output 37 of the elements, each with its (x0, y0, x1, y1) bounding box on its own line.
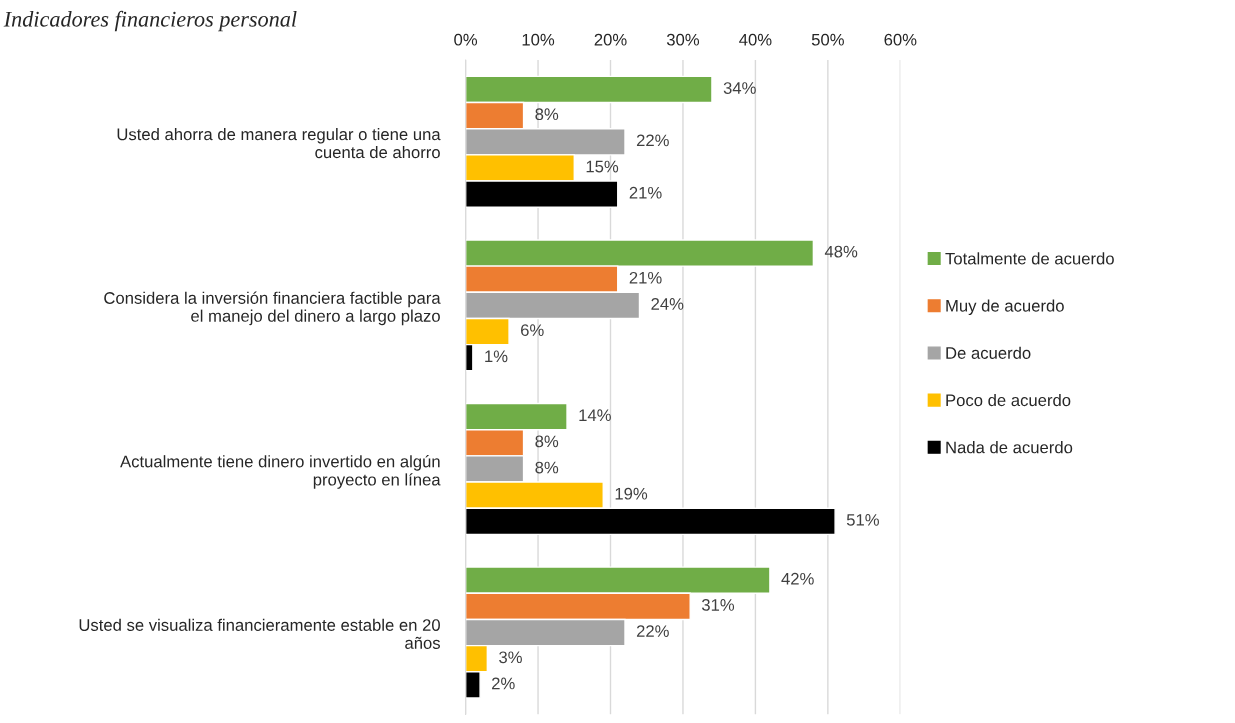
data-label: 31% (701, 599, 735, 611)
data-label: 2% (492, 677, 515, 690)
x-tick-label: 30% (666, 33, 700, 46)
data-label: 22% (636, 134, 669, 147)
y-tick-label: Usted se visualiza financieramente estable en 20 años (79, 618, 440, 649)
data-label: 1% (485, 350, 508, 363)
y-tick-label: Actualmente tiene dinero invertido en algún proyecto en línea (120, 454, 441, 489)
data-label: 51% (846, 514, 879, 526)
y-tick-label: Usted ahorra de manera regular o tiene una cuenta de ahorro (117, 127, 441, 159)
data-label: 6% (521, 324, 544, 337)
x-tick-label: 50% (811, 33, 844, 46)
data-label: 42% (781, 572, 814, 585)
data-label: 34% (723, 82, 756, 94)
data-label: 24% (651, 298, 684, 310)
x-tick-label: 40% (739, 33, 772, 46)
data-label: 8% (535, 435, 559, 448)
data-label: 21% (629, 271, 662, 284)
data-label: 21% (629, 186, 662, 199)
legend-label: Poco de acuerdo (946, 393, 1071, 407)
x-tick-label: 10% (522, 33, 555, 46)
y-tick-label: Considera la inversión financiera factible para el manejo del dinero a largo plazo (104, 291, 441, 326)
x-tick-label: 20% (594, 33, 627, 46)
data-label: 14% (579, 409, 611, 422)
data-label: 8% (535, 108, 559, 121)
data-label: 8% (535, 461, 559, 474)
legend-label: Nada de acuerdo (946, 441, 1073, 454)
legend-label: Totalmente de acuerdo (945, 252, 1114, 265)
legend-label: De acuerdo (946, 346, 1031, 359)
data-label: 19% (615, 487, 648, 500)
legend-label: Muy de acuerdo (946, 299, 1064, 316)
text: Indicadores financieros personal (3, 10, 297, 32)
data-label: 22% (636, 625, 669, 637)
data-label: 48% (824, 245, 858, 258)
x-tick-label: 0% (454, 33, 478, 46)
data-label: 15% (586, 160, 619, 173)
data-label: 3% (499, 651, 522, 664)
x-tick-label: 60% (884, 33, 917, 46)
